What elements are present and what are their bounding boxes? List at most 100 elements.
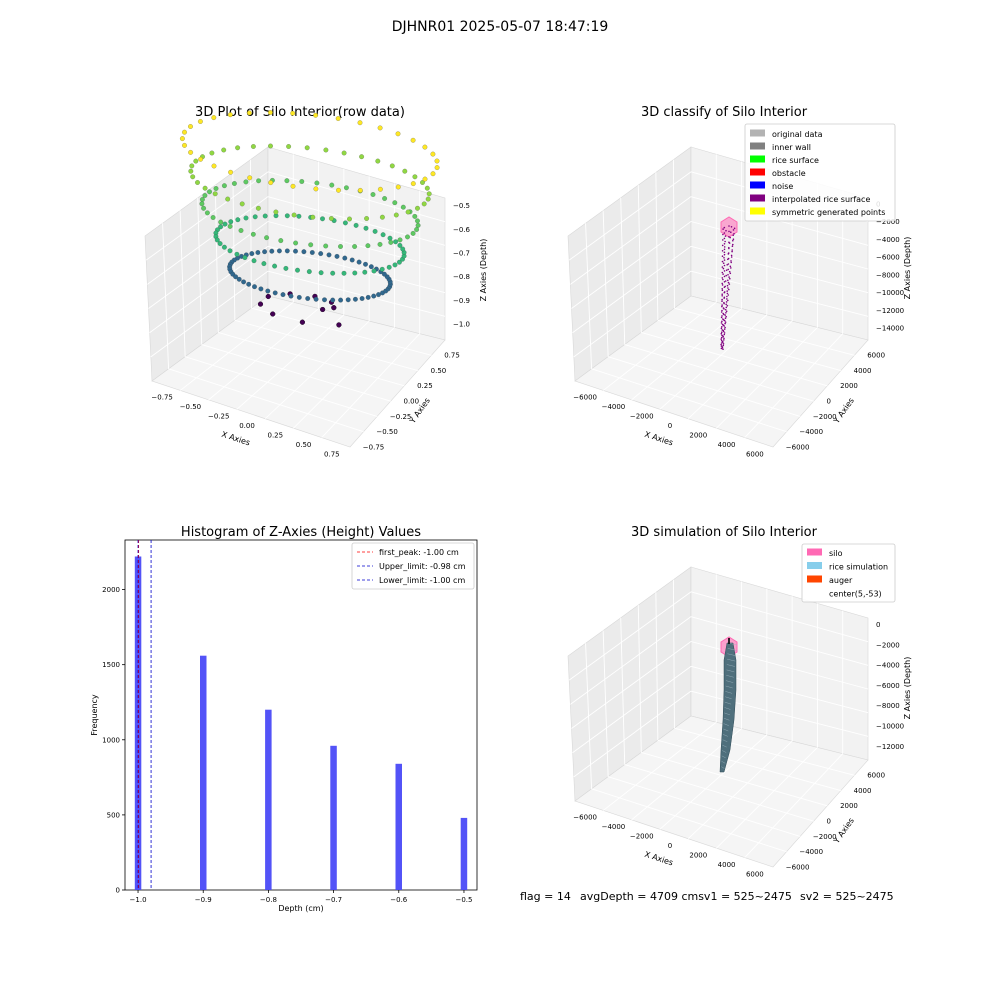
classify-point: [723, 286, 726, 289]
classify-point: [725, 315, 727, 318]
classify-legend-swatch: [750, 194, 765, 202]
raw-point: [199, 201, 205, 207]
classify-point: [730, 231, 732, 233]
raw-plot-grid: [168, 368, 364, 433]
raw-point: [377, 125, 383, 131]
classify-point: [732, 239, 734, 242]
simulation-surface-mesh: [722, 750, 727, 753]
raw-point: [201, 205, 207, 211]
classify-point: [720, 316, 723, 319]
raw-point: [284, 178, 290, 184]
raw-point: [430, 151, 436, 157]
raw-point: [265, 294, 271, 299]
classify-plot-zlabel: Z Axies (Depth): [903, 237, 912, 300]
classify-point: [729, 236, 731, 239]
classify-point: [721, 309, 723, 312]
histogram-xtick: −0.8: [260, 896, 277, 904]
raw-point: [212, 191, 218, 197]
simulation-plot-xtick: −6000: [573, 814, 597, 822]
classify-point: [721, 284, 724, 286]
classify-point: [723, 246, 726, 248]
raw-point: [392, 262, 398, 268]
raw-point: [218, 224, 224, 230]
classify-point: [720, 343, 722, 346]
classify-point: [723, 253, 726, 256]
raw-point: [382, 271, 387, 277]
classify-point: [723, 270, 726, 272]
simulation-plot-ytick: 0: [827, 818, 831, 826]
raw-plot-zlabel: Z Axies (Depth): [479, 239, 488, 302]
raw-point: [395, 131, 401, 137]
histogram-ytick: 1000: [102, 736, 120, 744]
raw-point: [318, 251, 324, 257]
histogram-legend-label: first_peak: -1.00 cm: [379, 548, 459, 557]
simulation-surface-mesh: [725, 680, 734, 683]
raw-plot-xtick: 0.25: [267, 431, 283, 439]
raw-point: [190, 174, 196, 180]
simulation-surface-mesh: [722, 734, 728, 737]
raw-point: [213, 186, 219, 191]
classify-point: [728, 276, 730, 278]
classify-point: [723, 333, 726, 336]
raw-plot-ztick: −0.9: [453, 297, 470, 305]
classify-point: [728, 230, 730, 233]
classify-plot-grid: [591, 368, 787, 433]
simulation-surface-mesh: [721, 755, 726, 759]
classify-plot-grid: [744, 333, 844, 438]
raw-plot-xtick: 0.00: [239, 422, 255, 430]
raw-plot-ztick: −0.8: [453, 273, 470, 281]
classify-point: [723, 337, 725, 340]
classify-point: [727, 253, 730, 255]
classify-point: [724, 235, 727, 237]
raw-plot-grid: [147, 196, 269, 285]
simulation-surface-mesh: [721, 761, 726, 764]
raw-plot-grid: [251, 307, 432, 356]
classify-point: [721, 298, 723, 301]
classify-point: [729, 277, 731, 280]
raw-point: [278, 238, 284, 244]
raw-plot-xtick: −0.25: [208, 413, 229, 421]
raw-plot-grid: [267, 245, 446, 294]
simulation-legend-swatch: [807, 548, 822, 556]
classify-point: [720, 311, 723, 313]
classify-plot-xtick: −4000: [602, 403, 626, 411]
raw-point: [410, 137, 416, 143]
classify-plot-xlabel: X Axies: [643, 430, 674, 448]
raw-point: [265, 288, 271, 294]
simulation-plot-grid: [690, 690, 869, 737]
classify-silo-top: [720, 216, 738, 238]
classify-legend-label: interpolated rice surface: [772, 195, 870, 204]
raw-point: [422, 176, 428, 182]
classify-point: [723, 251, 726, 254]
raw-point: [272, 263, 278, 269]
raw-point: [338, 244, 343, 249]
classify-point: [728, 225, 730, 227]
histogram-ytick: 500: [107, 811, 120, 819]
raw-point: [430, 171, 436, 177]
classify-point: [721, 300, 723, 303]
raw-point: [214, 237, 220, 243]
simulation-plot-ztick: −6000: [876, 682, 900, 690]
classify-point: [727, 263, 730, 265]
classify-point: [725, 229, 727, 232]
simulation-plot-tick-labels: −6000 −4000 −2000 0 2000 4000 6000 −6000 −4000 −2…: [573, 621, 904, 878]
raw-plot-grid: [180, 301, 294, 391]
histogram-legend: first_peak: -1.00 cm Upper_limit: -0.98 c…: [351, 542, 475, 590]
raw-point: [425, 196, 431, 202]
classify-point: [731, 245, 734, 247]
raw-point: [412, 213, 418, 219]
raw-plot-tick-labels: −0.75 −0.50 −0.25 0.00 0.25 0.50 0.75 −0.75 −0.5…: [151, 202, 470, 458]
raw-point: [420, 180, 425, 185]
classify-point: [725, 312, 727, 314]
classify-point: [725, 306, 728, 309]
raw-point: [199, 197, 205, 202]
raw-plot-ytick: 0.75: [444, 352, 460, 360]
raw-point: [410, 230, 416, 236]
classify-point: [728, 242, 731, 244]
raw-point: [258, 286, 264, 292]
raw-plot-grid: [185, 356, 378, 417]
simulation-plot-xlabel: X Axies: [643, 850, 674, 868]
classify-point: [723, 302, 725, 305]
raw-plot-axes-panes: [144, 146, 446, 448]
simulation-plot-ytick: −2000: [813, 833, 837, 841]
